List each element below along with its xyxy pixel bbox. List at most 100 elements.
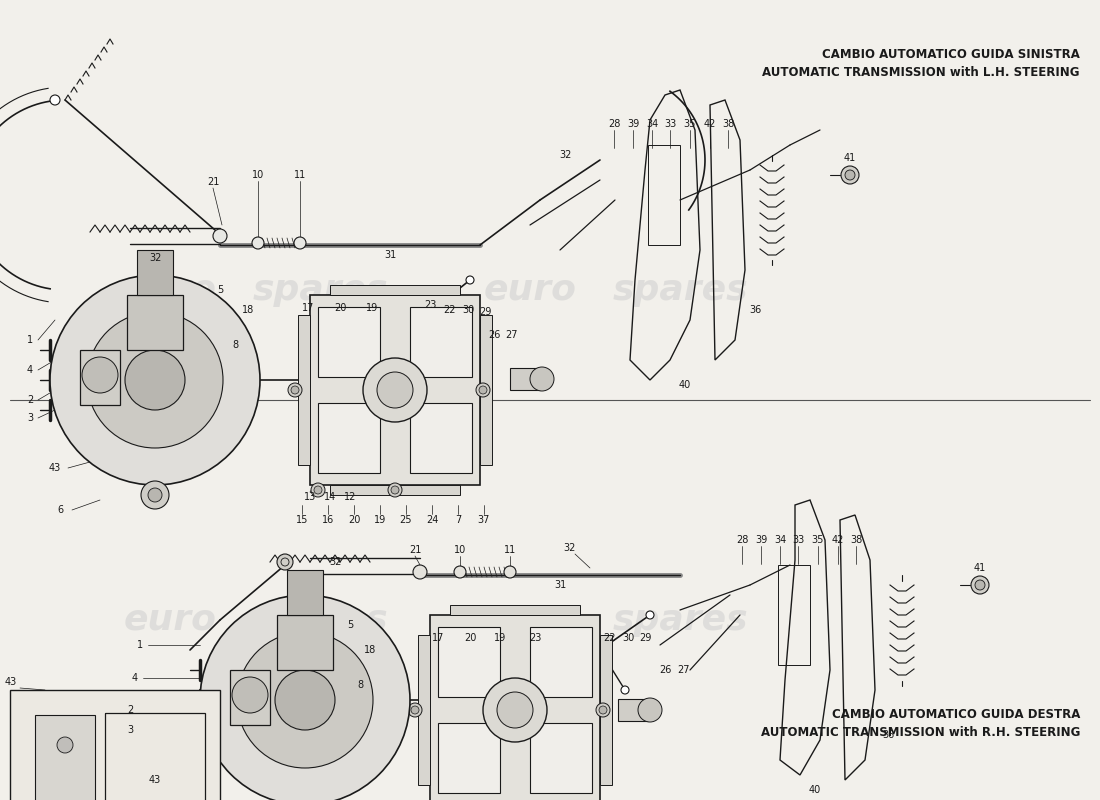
Text: 32: 32 xyxy=(559,150,571,160)
Text: 20: 20 xyxy=(333,303,346,313)
Circle shape xyxy=(454,566,466,578)
Text: 5: 5 xyxy=(346,620,353,630)
Text: euro: euro xyxy=(484,273,576,307)
Circle shape xyxy=(125,350,185,410)
Text: 34: 34 xyxy=(646,119,658,129)
Bar xyxy=(530,627,592,697)
Text: 26: 26 xyxy=(659,665,671,675)
Circle shape xyxy=(141,481,169,509)
Bar xyxy=(80,350,120,405)
Circle shape xyxy=(638,698,662,722)
Bar xyxy=(510,368,540,390)
Circle shape xyxy=(363,358,427,422)
Text: spares: spares xyxy=(613,273,748,307)
Bar xyxy=(480,315,492,465)
Text: 41: 41 xyxy=(844,153,856,163)
Text: 30: 30 xyxy=(621,633,634,643)
Bar xyxy=(430,615,600,800)
Circle shape xyxy=(200,595,410,800)
Text: 38: 38 xyxy=(850,535,862,545)
Text: 29: 29 xyxy=(639,633,651,643)
Circle shape xyxy=(294,237,306,249)
Circle shape xyxy=(497,692,534,728)
Circle shape xyxy=(971,576,989,594)
Text: 22: 22 xyxy=(443,305,456,315)
Circle shape xyxy=(87,312,223,448)
Bar xyxy=(310,295,480,485)
Circle shape xyxy=(476,383,490,397)
Text: 1: 1 xyxy=(136,640,143,650)
Circle shape xyxy=(621,686,629,694)
Circle shape xyxy=(252,237,264,249)
Circle shape xyxy=(478,386,487,394)
Circle shape xyxy=(314,486,322,494)
Text: 19: 19 xyxy=(366,303,378,313)
Text: 4: 4 xyxy=(132,673,139,683)
Text: 21: 21 xyxy=(409,545,421,555)
Text: 43: 43 xyxy=(148,775,161,785)
Text: 14: 14 xyxy=(323,492,337,502)
Text: 17: 17 xyxy=(301,303,315,313)
Text: AUTOMATIC TRANSMISSION with L.H. STEERING: AUTOMATIC TRANSMISSION with L.H. STEERIN… xyxy=(762,66,1080,78)
Text: 33: 33 xyxy=(664,119,676,129)
Bar xyxy=(330,285,460,295)
Text: 28: 28 xyxy=(736,535,748,545)
Text: 34: 34 xyxy=(774,535,786,545)
Circle shape xyxy=(466,276,474,284)
Bar xyxy=(126,295,183,350)
Text: 28: 28 xyxy=(608,119,620,129)
Text: 40: 40 xyxy=(808,785,821,795)
Text: 1: 1 xyxy=(26,335,33,345)
Text: 8: 8 xyxy=(356,680,363,690)
Circle shape xyxy=(288,383,302,397)
Bar xyxy=(600,635,612,785)
Bar xyxy=(530,723,592,793)
Text: 20: 20 xyxy=(464,633,476,643)
Text: 33: 33 xyxy=(792,535,804,545)
Bar xyxy=(35,715,95,800)
Text: 37: 37 xyxy=(477,515,491,525)
Circle shape xyxy=(600,706,607,714)
Circle shape xyxy=(82,357,118,393)
Text: 20: 20 xyxy=(348,515,360,525)
Circle shape xyxy=(595,645,605,655)
Circle shape xyxy=(975,580,984,590)
Bar xyxy=(778,565,810,665)
Text: 11: 11 xyxy=(294,170,306,180)
Text: 2: 2 xyxy=(126,705,133,715)
Text: euro: euro xyxy=(123,603,217,637)
Text: 7: 7 xyxy=(455,515,461,525)
Text: 5: 5 xyxy=(217,285,223,295)
Circle shape xyxy=(213,229,227,243)
Text: 31: 31 xyxy=(554,580,566,590)
Bar xyxy=(10,690,220,800)
Bar xyxy=(418,635,430,785)
Bar xyxy=(138,250,173,295)
Circle shape xyxy=(390,486,399,494)
Text: 35: 35 xyxy=(684,119,696,129)
Text: 11: 11 xyxy=(504,545,516,555)
Bar xyxy=(298,315,310,465)
Text: 41: 41 xyxy=(974,563,986,573)
Circle shape xyxy=(530,367,554,391)
Circle shape xyxy=(483,678,547,742)
Text: euro: euro xyxy=(484,603,576,637)
Circle shape xyxy=(277,554,293,570)
Circle shape xyxy=(415,315,425,325)
Circle shape xyxy=(232,677,268,713)
Bar xyxy=(410,307,472,377)
Text: 29: 29 xyxy=(478,307,492,317)
Text: euro: euro xyxy=(123,273,217,307)
Circle shape xyxy=(842,166,859,184)
Text: 3: 3 xyxy=(126,725,133,735)
Text: 2: 2 xyxy=(26,395,33,405)
Text: CAMBIO AUTOMATICO GUIDA SINISTRA: CAMBIO AUTOMATICO GUIDA SINISTRA xyxy=(822,49,1080,62)
Circle shape xyxy=(412,565,427,579)
Circle shape xyxy=(845,170,855,180)
Text: 42: 42 xyxy=(704,119,716,129)
Text: 18: 18 xyxy=(242,305,254,315)
Bar xyxy=(330,485,460,495)
Text: 39: 39 xyxy=(627,119,639,129)
Text: 39: 39 xyxy=(755,535,767,545)
Text: 19: 19 xyxy=(374,515,386,525)
